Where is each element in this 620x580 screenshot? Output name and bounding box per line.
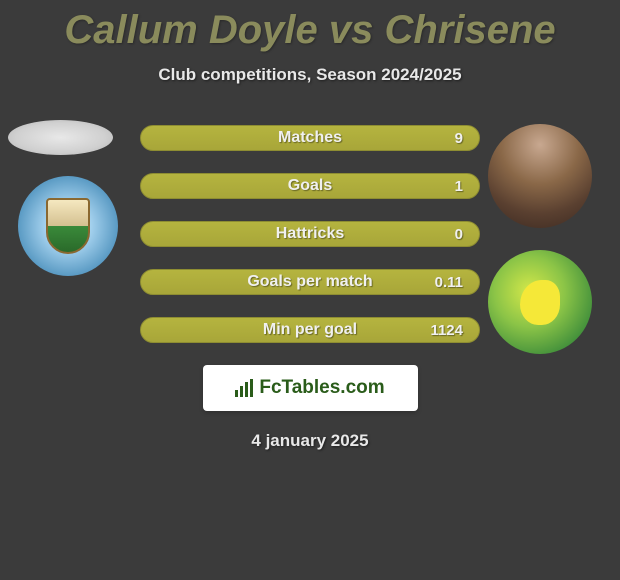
stat-label: Min per goal [263,321,357,339]
stat-bar-goals-per-match: - Goals per match 0.11 [140,269,480,295]
subtitle: Club competitions, Season 2024/2025 [0,65,620,85]
stat-value-right: 1 [455,178,463,195]
date-footer: 4 january 2025 [0,431,620,451]
stat-value-right: 0 [455,226,463,243]
stat-bar-min-per-goal: - Min per goal 1124 [140,317,480,343]
stats-container: - Matches 9 - Goals 1 - Hattricks 0 - Go… [0,125,620,343]
bar-chart-icon [235,379,253,397]
fctables-badge[interactable]: FcTables.com [203,365,418,411]
stat-bar-matches: - Matches 9 [140,125,480,151]
stat-label: Goals per match [247,273,372,291]
stat-label: Hattricks [276,225,344,243]
stat-value-right: 0.11 [435,274,463,291]
stat-value-right: 1124 [430,322,463,339]
stat-label: Matches [278,129,342,147]
page-title: Callum Doyle vs Chrisene [0,0,620,53]
stat-label: Goals [288,177,332,195]
stat-bar-hattricks: - Hattricks 0 [140,221,480,247]
stat-value-right: 9 [455,130,463,147]
fctables-label: FcTables.com [259,377,384,399]
stat-bar-goals: - Goals 1 [140,173,480,199]
